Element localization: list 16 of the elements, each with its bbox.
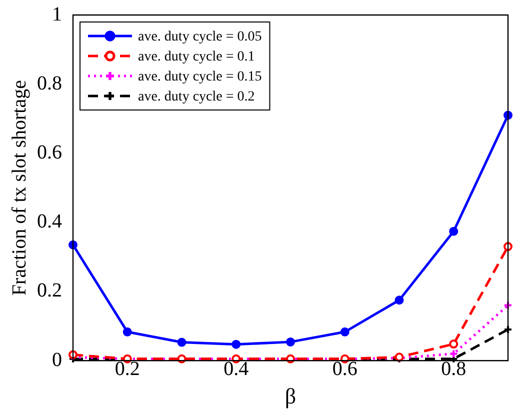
y-tick-label: 0.8 [37,72,62,94]
y-tick-label: 0.6 [37,141,62,164]
y-tick-label: 0.4 [37,210,62,233]
legend-label: ave. duty cycle = 0.2 [138,90,255,105]
y-tick-label: 0.2 [37,280,62,302]
x-tick-label: 0.8 [441,358,466,380]
y-tick-label: 1 [52,3,62,26]
x-tick-label: 0.4 [224,358,249,380]
x-tick-label: 0.2 [114,358,140,380]
x-axis-title: β [284,384,296,409]
legend-label: ave. duty cycle = 0.15 [138,70,262,85]
legend-label: ave. duty cycle = 0.05 [138,30,262,45]
x-tick-label: 0.6 [332,358,358,380]
legend-label: ave. duty cycle = 0.1 [138,50,255,65]
y-tick-label: 0 [52,348,62,371]
y-axis-title: Fraction of tx slot shortage [8,80,30,296]
